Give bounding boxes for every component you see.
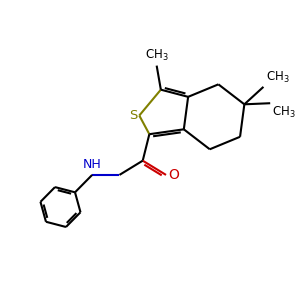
Text: S: S (129, 109, 137, 122)
Text: CH$_3$: CH$_3$ (272, 105, 296, 120)
Text: CH$_3$: CH$_3$ (145, 48, 169, 63)
Text: O: O (168, 168, 179, 182)
Text: CH$_3$: CH$_3$ (266, 70, 290, 85)
Text: NH: NH (83, 158, 101, 172)
